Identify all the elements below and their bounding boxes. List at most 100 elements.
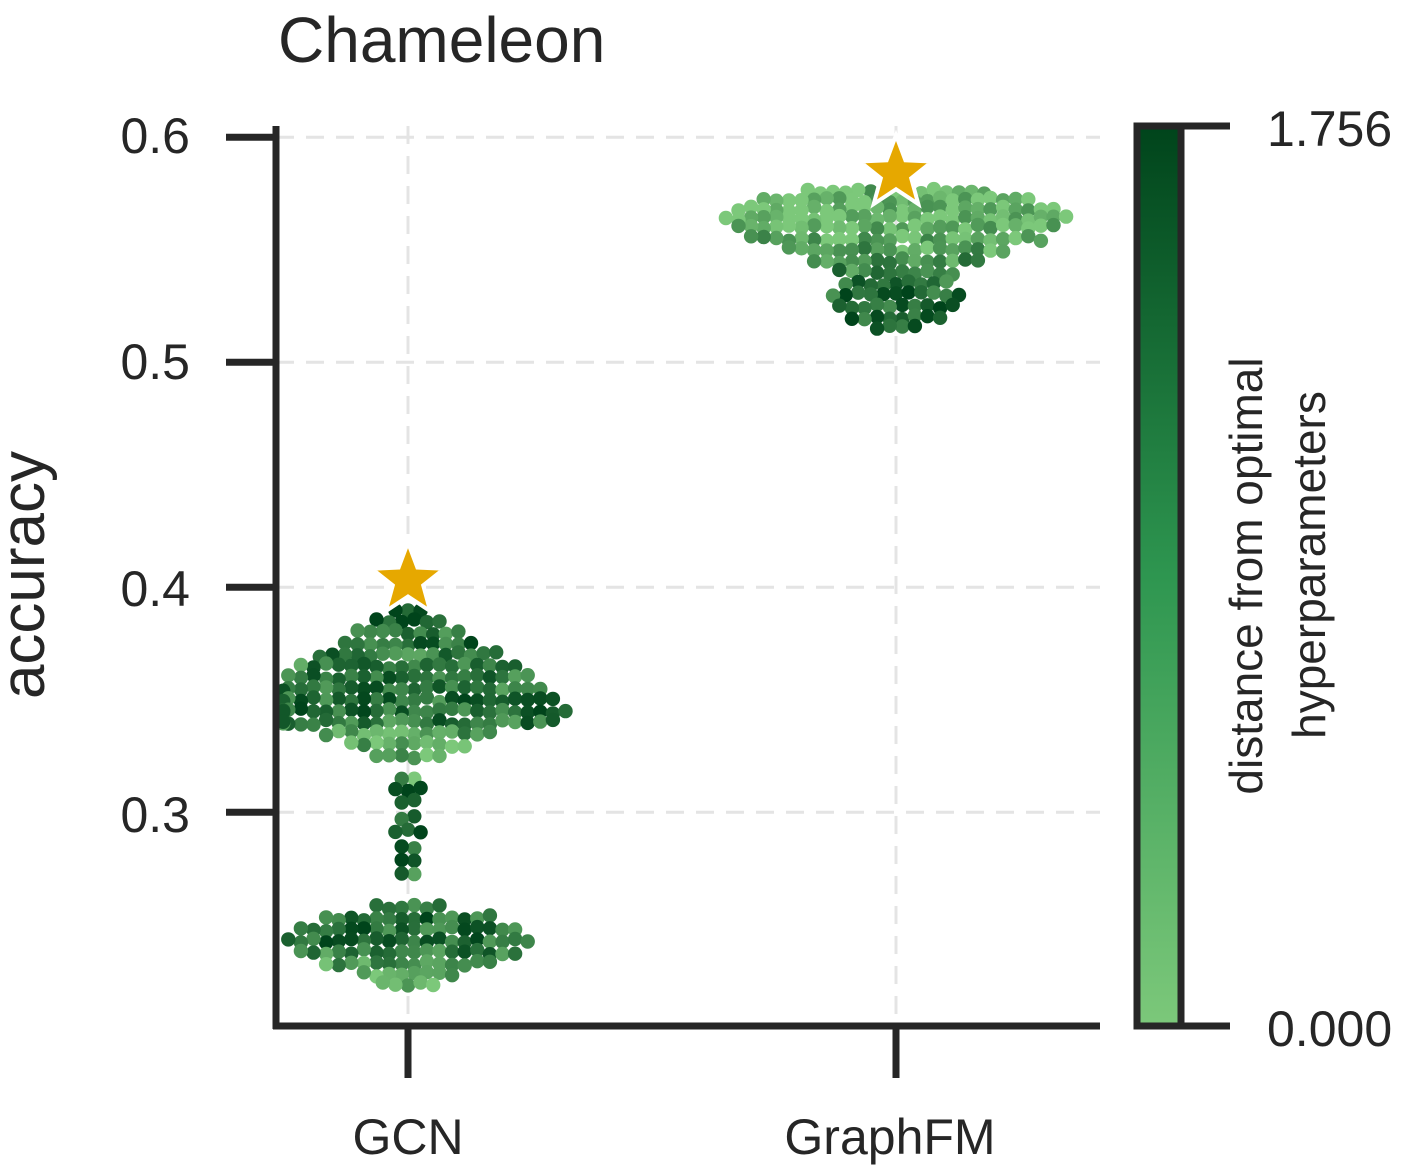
swarm-point [844,263,860,279]
swarm-point [407,668,422,684]
swarm-point [400,822,416,837]
swarm-point [444,701,460,716]
swarm-point [426,636,441,651]
swarm-point [432,713,447,728]
swarm-point [306,679,321,694]
swarm-point [914,285,929,300]
best-star-marker [854,129,938,209]
swarm-point [869,265,885,280]
swarm-point [375,623,390,639]
swarm-point [407,682,422,697]
swarm-point [419,735,435,750]
swarm-point [400,626,416,642]
swarm-point [869,297,885,312]
swarm-point [482,908,498,923]
swarm-point [432,898,447,913]
swarm-point [1046,217,1061,233]
swarm-point [407,736,422,751]
swarm-point [457,680,472,695]
swarm-point [356,669,372,684]
swarm-point [507,691,523,706]
swarm-point [331,704,346,719]
swarm-point [457,922,472,937]
swarm-point [413,975,428,990]
y-tick-label: 0.3 [120,787,190,843]
swarm-point [413,636,428,651]
swarm-point [293,670,309,685]
swarm-point [381,748,397,763]
swarm-point [451,624,466,639]
swarm-point [457,739,472,754]
swarm-point [432,931,447,946]
swarm-point [958,252,973,267]
swarm-point [844,221,860,236]
swarm-point [457,702,472,717]
swarm-point [369,898,384,913]
swarm-point [394,811,409,827]
swarm-point [457,912,472,927]
swarm-point [1021,229,1036,244]
swarm-point [293,717,309,732]
swarm-point [394,866,409,881]
swarm-point [381,692,397,707]
swarm-point [939,274,954,289]
swarm-point [432,737,447,752]
swarm-point [995,231,1011,247]
swarm-point [882,222,897,237]
swarm-point [895,208,910,223]
swarm-point [520,692,535,708]
swarm-point [932,219,948,235]
swarm-point [381,901,397,917]
swarm-point [970,253,986,268]
swarm-point [419,690,435,705]
swarm-point [444,968,460,983]
swarm-point [743,229,759,244]
swarm-point [470,716,485,731]
swarm-point [470,703,485,719]
swarm-point [558,703,573,719]
swarm-point [381,923,397,939]
swarm-point [756,229,771,245]
swarm-point [444,679,460,695]
swarm-point [356,691,372,706]
swarm-point [407,714,422,729]
swarm-point [794,241,809,256]
swarm-point [907,230,923,246]
swarm-point [381,934,397,949]
swarm-point [907,253,923,269]
swarm-point [756,210,771,225]
swarm-point [769,219,784,234]
swarm-point [344,668,359,684]
swarm-point [350,637,365,652]
swarm-point [407,897,422,913]
swarm-point [388,781,403,797]
swarm-point [507,669,523,684]
swarm-point [907,218,923,233]
colorbar [1133,122,1185,1030]
swarm-point [394,694,409,709]
swarm-point [1033,233,1049,248]
swarm-point [457,656,472,672]
swarm-point [356,737,372,753]
swarm-point [394,724,409,739]
swarm-point [381,912,397,927]
swarm-point [432,679,447,694]
swarm-point [882,318,897,333]
swarm-point [369,659,384,675]
swarm-point [806,232,822,247]
swarm-point [394,852,409,868]
swarm-point [832,262,847,278]
swarm-point [318,935,334,950]
swarm-point [457,944,472,959]
swarm-point [419,615,435,630]
best-star-marker [366,536,450,616]
swarm-point [926,285,941,300]
swarm-point [331,934,346,949]
swarm-point [369,945,384,960]
swarm-point [806,199,822,215]
swarm-point [520,681,535,697]
y-axis-label: accuracy [0,451,58,699]
swarm-point [970,231,986,246]
swarm-point [394,682,409,697]
swarm-point [482,705,498,720]
